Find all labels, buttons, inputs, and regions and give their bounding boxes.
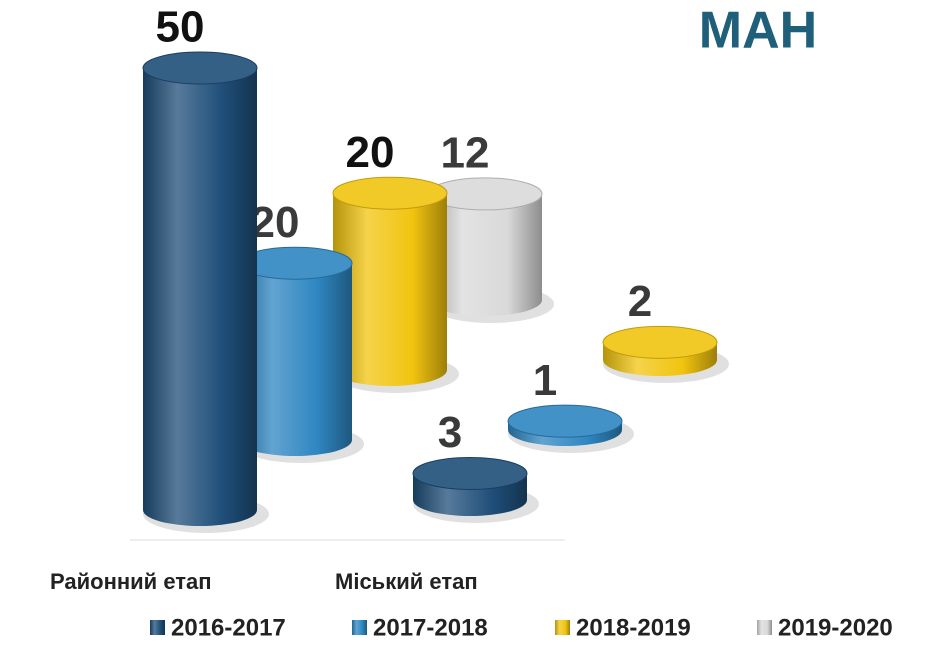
cylinder — [412, 456, 539, 523]
cylinder-top — [142, 51, 258, 85]
legend-swatch — [555, 620, 570, 635]
cylinder — [142, 51, 269, 533]
data-label: 1 — [533, 356, 557, 405]
cylinder — [507, 404, 634, 453]
cylinder-top — [602, 325, 718, 359]
cylinder-body — [143, 68, 257, 510]
cylinder-top — [412, 456, 528, 490]
cylinder-top — [507, 404, 623, 438]
cylinder — [602, 325, 729, 383]
category-label: Районний етап — [50, 569, 212, 594]
legend-label: 2018-2019 — [576, 614, 691, 641]
chart-title: МАН — [699, 2, 817, 60]
legend-swatch — [352, 620, 367, 635]
cylinder — [332, 176, 459, 393]
legend-swatch — [150, 620, 165, 635]
data-label: 20 — [251, 198, 300, 247]
legend-label: 2016-2017 — [171, 614, 286, 641]
legend-label: 2017-2018 — [373, 614, 488, 641]
data-label: 12 — [441, 129, 490, 178]
legend-label: 2019-2020 — [778, 614, 893, 641]
data-label: 2 — [628, 277, 652, 326]
category-label: Міський етап — [335, 569, 478, 594]
data-label: 3 — [438, 408, 462, 457]
data-label: 20 — [346, 128, 395, 177]
cylinder-top — [332, 176, 448, 210]
data-label: 50 — [156, 3, 205, 52]
legend-swatch — [757, 620, 772, 635]
